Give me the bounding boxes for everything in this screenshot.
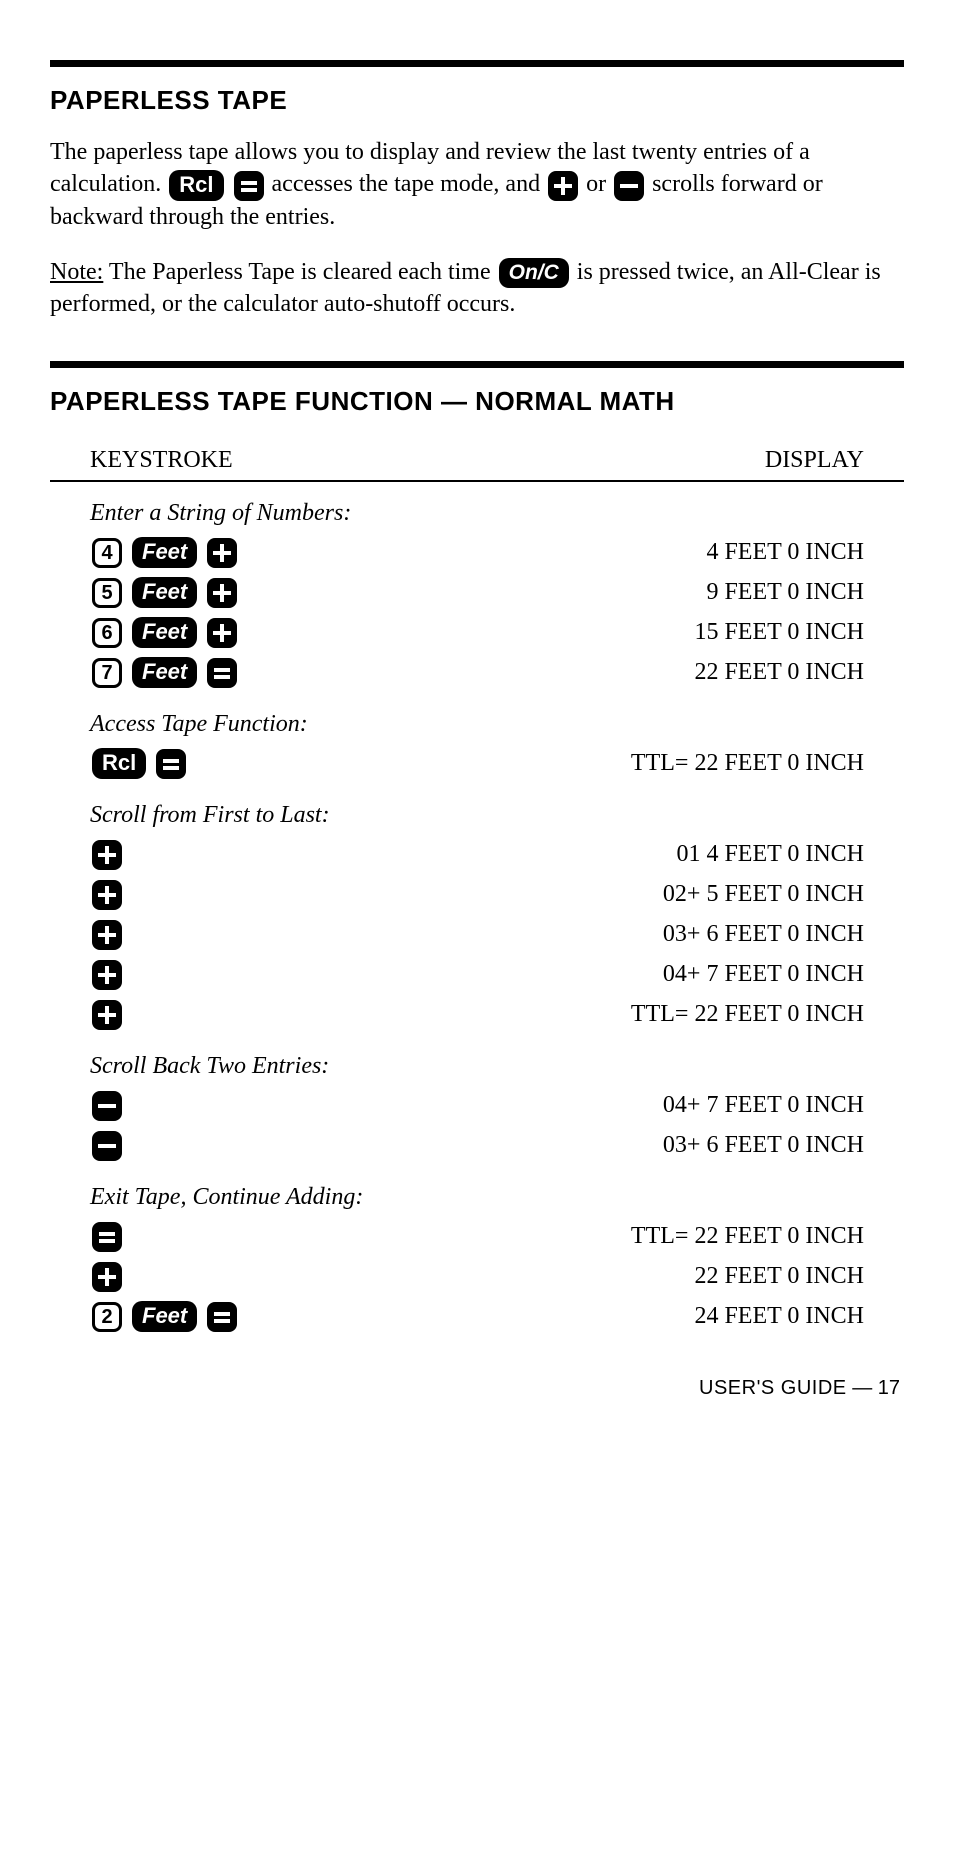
table-row: 6 Feet 15 FEET 0 INCH <box>50 613 904 653</box>
equals-key-icon <box>156 749 186 779</box>
plus-key-icon <box>92 1000 122 1030</box>
table-row: 04+ 7 FEET 0 INCH <box>50 955 904 995</box>
feet-key: Feet <box>132 1301 197 1332</box>
page-footer: USER'S GUIDE — 17 <box>50 1377 904 1400</box>
digit-key-6: 6 <box>92 618 122 648</box>
display-value: 02+ 5 FEET 0 INCH <box>380 881 864 908</box>
subhead-enter: Enter a String of Numbers: <box>50 482 904 533</box>
equals-key-icon <box>234 171 264 201</box>
digit-key-2: 2 <box>92 1302 122 1332</box>
feet-key: Feet <box>132 577 197 608</box>
col-header-display: DISPLAY <box>380 447 864 474</box>
feet-key: Feet <box>132 537 197 568</box>
table-row: TTL= 22 FEET 0 INCH <box>50 1217 904 1257</box>
display-value: 03+ 6 FEET 0 INCH <box>380 1132 864 1159</box>
text: or <box>586 171 612 197</box>
table-row: 04+ 7 FEET 0 INCH <box>50 1086 904 1126</box>
onc-key: On/C <box>499 258 569 288</box>
display-value: 04+ 7 FEET 0 INCH <box>380 1092 864 1119</box>
digit-key-5: 5 <box>92 578 122 608</box>
table-row: 5 Feet 9 FEET 0 INCH <box>50 573 904 613</box>
table-row: 02+ 5 FEET 0 INCH <box>50 875 904 915</box>
table-row: 4 Feet 4 FEET 0 INCH <box>50 533 904 573</box>
plus-key-icon <box>92 840 122 870</box>
subhead-scroll-fwd: Scroll from First to Last: <box>50 784 904 835</box>
feet-key: Feet <box>132 617 197 648</box>
table-row: TTL= 22 FEET 0 INCH <box>50 995 904 1035</box>
tape-description: The paperless tape allows you to display… <box>50 136 904 234</box>
display-value: TTL= 22 FEET 0 INCH <box>380 1223 864 1250</box>
feet-key: Feet <box>132 657 197 688</box>
plus-key-icon <box>548 171 578 201</box>
plus-key-icon <box>207 618 237 648</box>
table-row: 03+ 6 FEET 0 INCH <box>50 1126 904 1166</box>
equals-key-icon <box>207 658 237 688</box>
minus-key-icon <box>92 1091 122 1121</box>
table-row: 03+ 6 FEET 0 INCH <box>50 915 904 955</box>
display-value: 15 FEET 0 INCH <box>380 619 864 646</box>
display-value: 24 FEET 0 INCH <box>380 1303 864 1330</box>
table-row: 01 4 FEET 0 INCH <box>50 835 904 875</box>
display-value: 22 FEET 0 INCH <box>380 1263 864 1290</box>
text: The Paperless Tape is cleared each time <box>109 259 497 285</box>
tape-note: Note: The Paperless Tape is cleared each… <box>50 256 904 321</box>
table-row: Rcl TTL= 22 FEET 0 INCH <box>50 744 904 784</box>
display-value: TTL= 22 FEET 0 INCH <box>380 750 864 777</box>
display-value: 4 FEET 0 INCH <box>380 539 864 566</box>
minus-key-icon <box>92 1131 122 1161</box>
subhead-exit: Exit Tape, Continue Adding: <box>50 1166 904 1217</box>
plus-key-icon <box>92 920 122 950</box>
table-row: 22 FEET 0 INCH <box>50 1257 904 1297</box>
plus-key-icon <box>207 578 237 608</box>
example-header-row: KEYSTROKE DISPLAY <box>50 447 904 482</box>
rcl-key: Rcl <box>169 170 223 201</box>
table-row: 2 Feet 24 FEET 0 INCH <box>50 1297 904 1337</box>
subhead-scroll-back: Scroll Back Two Entries: <box>50 1035 904 1086</box>
text: accesses the tape mode, and <box>272 171 547 197</box>
table-row: 7 Feet 22 FEET 0 INCH <box>50 653 904 693</box>
subhead-access: Access Tape Function: <box>50 693 904 744</box>
plus-key-icon <box>92 960 122 990</box>
note-label: Note: <box>50 259 103 285</box>
footer-label: USER'S GUIDE <box>699 1377 847 1399</box>
section-title-tape: PAPERLESS TAPE <box>50 85 904 116</box>
display-value: 04+ 7 FEET 0 INCH <box>380 961 864 988</box>
digit-key-4: 4 <box>92 538 122 568</box>
section-rule <box>50 361 904 368</box>
rcl-key: Rcl <box>92 748 146 779</box>
section-rule <box>50 60 904 67</box>
equals-key-icon <box>207 1302 237 1332</box>
plus-key-icon <box>92 1262 122 1292</box>
display-value: 03+ 6 FEET 0 INCH <box>380 921 864 948</box>
digit-key-7: 7 <box>92 658 122 688</box>
section-title-example: PAPERLESS TAPE FUNCTION — NORMAL MATH <box>50 386 904 417</box>
display-value: 22 FEET 0 INCH <box>380 659 864 686</box>
minus-key-icon <box>614 171 644 201</box>
equals-key-icon <box>92 1222 122 1252</box>
footer-page: — 17 <box>852 1377 900 1399</box>
plus-key-icon <box>207 538 237 568</box>
plus-key-icon <box>92 880 122 910</box>
display-value: 9 FEET 0 INCH <box>380 579 864 606</box>
display-value: 01 4 FEET 0 INCH <box>380 841 864 868</box>
display-value: TTL= 22 FEET 0 INCH <box>380 1001 864 1028</box>
col-header-keystroke: KEYSTROKE <box>90 447 380 474</box>
